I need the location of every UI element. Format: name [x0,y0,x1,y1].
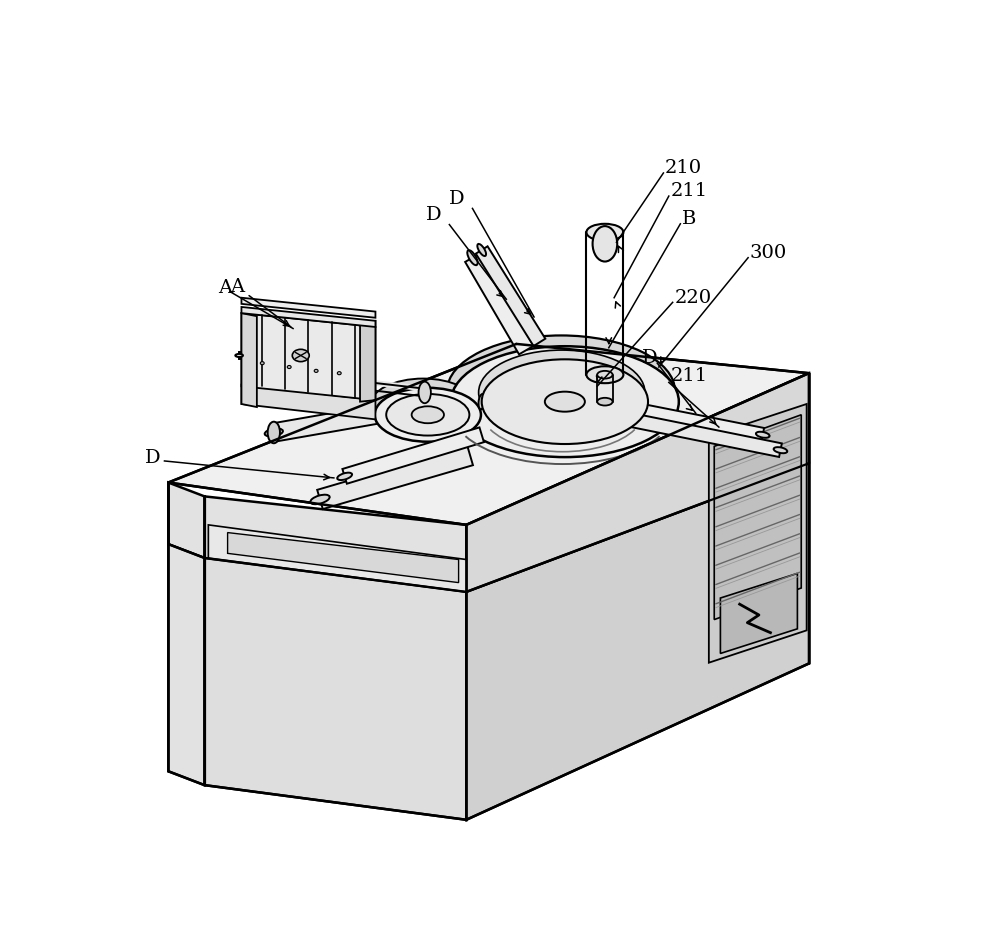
Ellipse shape [586,224,623,241]
Ellipse shape [586,366,623,383]
Polygon shape [473,401,489,416]
Ellipse shape [756,432,770,438]
Polygon shape [621,400,764,441]
Polygon shape [208,525,466,592]
Polygon shape [241,313,257,407]
Text: 211: 211 [670,367,707,385]
Ellipse shape [597,371,613,378]
Ellipse shape [314,369,318,373]
Ellipse shape [287,365,291,369]
Polygon shape [228,533,459,582]
Ellipse shape [337,372,341,375]
Ellipse shape [265,428,283,437]
Ellipse shape [482,359,648,444]
Polygon shape [241,313,375,400]
Polygon shape [720,573,797,653]
Text: A: A [230,278,291,327]
Ellipse shape [337,472,352,480]
Text: D: D [144,449,160,467]
Text: B: B [682,210,696,228]
Text: D: D [642,349,657,367]
Ellipse shape [477,244,486,256]
Ellipse shape [268,422,280,443]
Polygon shape [241,385,375,420]
Ellipse shape [451,346,679,457]
Ellipse shape [260,361,264,365]
Polygon shape [465,253,534,355]
Ellipse shape [419,382,431,403]
Polygon shape [205,558,466,820]
Polygon shape [241,297,375,318]
Ellipse shape [479,394,485,409]
Polygon shape [168,483,205,558]
Text: A: A [218,279,232,297]
Ellipse shape [235,354,243,357]
Ellipse shape [375,388,481,441]
Polygon shape [168,544,205,785]
Ellipse shape [447,335,675,446]
Ellipse shape [545,391,585,411]
Polygon shape [272,406,377,441]
Polygon shape [466,374,809,592]
Ellipse shape [479,350,645,435]
Polygon shape [342,427,484,484]
Text: 220: 220 [674,289,711,307]
Polygon shape [239,352,241,359]
Polygon shape [627,412,782,457]
Polygon shape [466,463,809,820]
Polygon shape [241,307,375,327]
Polygon shape [317,446,473,509]
Ellipse shape [593,226,617,262]
Polygon shape [168,343,809,525]
Ellipse shape [386,394,469,436]
Polygon shape [205,497,466,592]
Polygon shape [360,321,375,402]
Text: 300: 300 [750,244,787,262]
Text: D: D [426,205,442,224]
Polygon shape [709,404,807,662]
Text: D: D [449,190,465,208]
Ellipse shape [310,495,330,504]
Ellipse shape [412,407,444,423]
Ellipse shape [370,378,476,433]
Polygon shape [476,247,545,346]
Ellipse shape [774,447,787,454]
Ellipse shape [292,349,309,361]
Polygon shape [714,415,801,619]
Ellipse shape [597,398,613,406]
Ellipse shape [467,250,478,265]
Text: 211: 211 [670,183,707,200]
Text: 210: 210 [665,159,702,177]
